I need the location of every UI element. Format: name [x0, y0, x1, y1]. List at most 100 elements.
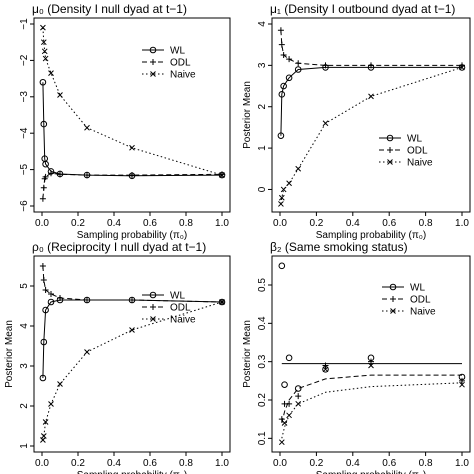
- data-point-wl: [285, 354, 293, 362]
- data-point-wl: [47, 298, 55, 306]
- data-point-odl: [48, 291, 54, 297]
- series-line-odl: [280, 30, 462, 66]
- data-point-naive: [286, 412, 292, 419]
- legend-marker-odl: [387, 147, 393, 153]
- plot-frame: [33, 255, 231, 453]
- data-point-naive: [278, 194, 285, 201]
- data-point-naive: [459, 64, 465, 71]
- data-point-odl: [42, 173, 49, 180]
- data-point-wl: [42, 160, 49, 168]
- data-point-wl: [285, 74, 293, 82]
- legend-label: Naive: [410, 307, 436, 318]
- data-point-odl: [295, 60, 302, 67]
- y-tick-label: 2: [19, 403, 30, 409]
- data-point-odl: [322, 362, 329, 369]
- chart-panel-0: μ₀ (Density I null dyad at t−1) 0.0 0.2 0.4…: [19, 2, 231, 241]
- x-tick-label: 0.2: [309, 458, 323, 469]
- data-point-odl: [39, 263, 46, 269]
- data-point-naive: [42, 55, 49, 62]
- data-point-wl: [39, 78, 47, 86]
- data-point-odl: [278, 416, 285, 423]
- data-point-odl: [57, 295, 63, 301]
- legend-label: WL: [410, 283, 425, 294]
- y-tick-label: 4: [257, 21, 268, 27]
- data-point-naive: [129, 327, 135, 333]
- data-point-naive: [281, 420, 288, 426]
- data-point-naive: [40, 433, 47, 439]
- data-point-wl: [281, 381, 288, 388]
- chart-panel-1: μ₁ (Density I outbound dyad at t−1) 0.0 0.…: [242, 2, 471, 241]
- legend-label: Naive: [170, 315, 196, 326]
- data-point-odl: [84, 172, 90, 179]
- legend-marker-wl: [149, 291, 157, 299]
- series-line-wl: [42, 299, 223, 379]
- series-line-wl: [42, 82, 223, 177]
- data-point-odl: [129, 297, 135, 303]
- data-point-odl: [278, 41, 285, 48]
- x-tick-label: 0.8: [179, 218, 193, 229]
- y-tick-label: 3: [19, 363, 30, 369]
- y-tick-label: −3: [19, 91, 30, 103]
- x-tick-label: 0.0: [273, 458, 287, 469]
- y-tick-label: −4: [19, 127, 30, 139]
- data-point-odl: [42, 287, 49, 293]
- y-tick-label: 0.4: [257, 316, 268, 330]
- x-tick-label: 0.2: [309, 218, 323, 229]
- data-point-naive: [219, 172, 225, 178]
- data-point-naive: [278, 439, 285, 446]
- x-tick-label: 1.0: [215, 218, 229, 229]
- x-axis-label: Sampling probability (π₀): [316, 230, 427, 241]
- x-axis-label: Sampling probability (π₀): [77, 230, 188, 241]
- legend-label: ODL: [407, 146, 428, 157]
- data-point-naive: [368, 362, 374, 369]
- data-point-odl: [368, 62, 374, 69]
- x-tick-label: 1.0: [455, 218, 469, 229]
- y-tick-label: 5: [19, 283, 30, 289]
- data-point-naive: [57, 92, 63, 98]
- x-tick-label: 0.4: [107, 218, 121, 229]
- x-tick-label: 1.0: [455, 458, 469, 469]
- legend-label: WL: [170, 46, 185, 57]
- x-tick-label: 0.0: [35, 458, 49, 469]
- y-tick-label: 1: [19, 443, 30, 449]
- legend-marker-odl: [150, 304, 156, 310]
- data-point-odl: [84, 297, 90, 303]
- data-point-naive: [57, 381, 63, 387]
- x-tick-label: 0.2: [71, 458, 85, 469]
- legend-marker-odl: [390, 296, 396, 302]
- y-tick-label: 0.5: [257, 278, 268, 292]
- plot-frame: [33, 17, 231, 213]
- legend-label: WL: [170, 291, 185, 302]
- data-point-naive: [368, 93, 374, 100]
- data-point-naive: [40, 39, 47, 46]
- data-point-odl: [40, 184, 47, 191]
- x-tick-label: 0.0: [273, 218, 287, 229]
- x-axis-label: Sampling probability (π₀): [316, 470, 427, 474]
- x-tick-label: 0.6: [143, 458, 157, 469]
- y-tick-label: 0: [257, 186, 268, 192]
- data-point-wl: [280, 82, 287, 90]
- series-line-naive: [42, 27, 223, 176]
- data-point-naive: [280, 186, 287, 193]
- y-tick-label: 0.2: [257, 393, 268, 407]
- data-point-naive: [129, 144, 135, 151]
- y-tick-label: −6: [19, 200, 30, 212]
- legend-label: ODL: [170, 58, 191, 69]
- data-point-odl: [286, 400, 293, 407]
- y-axis-label: Posterior Mean: [242, 81, 253, 149]
- data-point-odl: [286, 56, 293, 63]
- data-point-wl: [278, 91, 286, 98]
- x-tick-label: 0.4: [346, 218, 360, 229]
- y-tick-label: 0.1: [257, 431, 268, 445]
- y-tick-label: 3: [257, 62, 268, 68]
- data-point-naive: [295, 165, 302, 172]
- x-tick-label: 0.8: [179, 458, 193, 469]
- data-point-wl: [39, 374, 47, 382]
- x-tick-label: 0.8: [419, 458, 433, 469]
- data-point-naive: [286, 180, 292, 187]
